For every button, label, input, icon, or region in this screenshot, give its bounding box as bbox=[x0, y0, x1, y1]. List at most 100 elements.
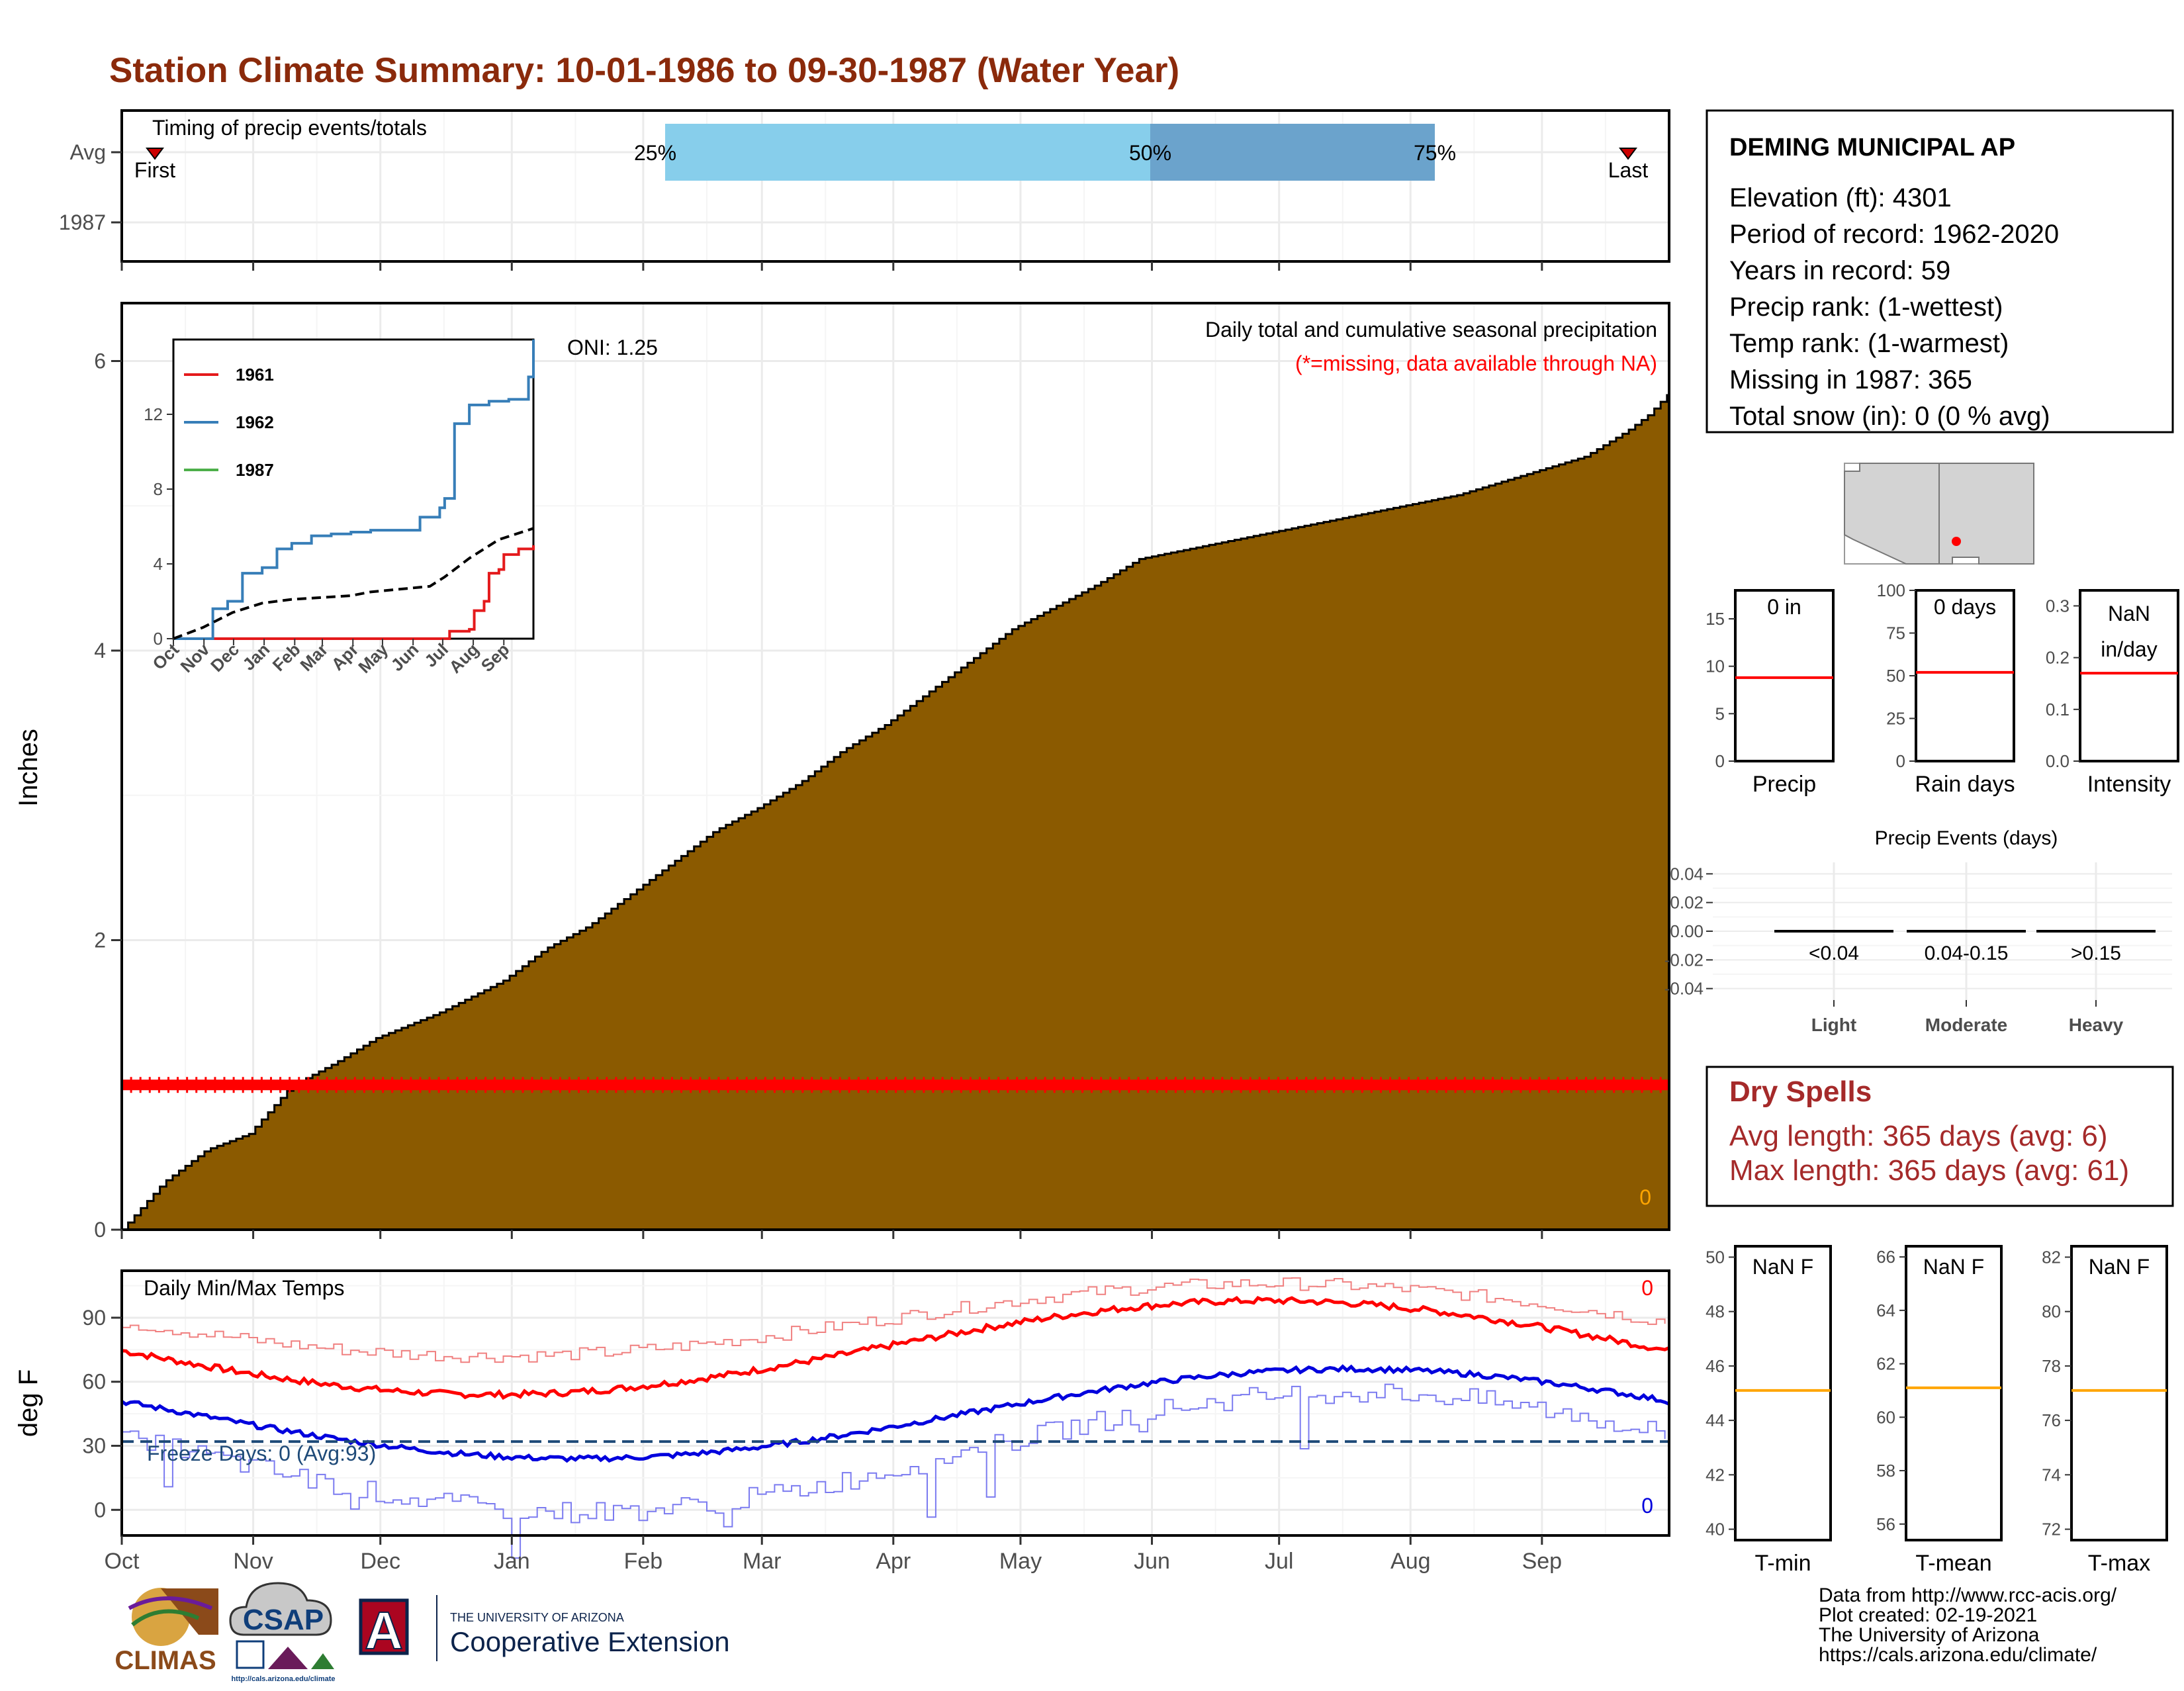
month-label: Jan bbox=[494, 1549, 530, 1574]
stat-panel-intensity: 0.0 0.1 0.2 0.3 NaN in/day Intensity bbox=[2046, 589, 2179, 797]
timing-x-ticks bbox=[120, 261, 1543, 271]
temp-panel-y-tick-label: 62 bbox=[1876, 1354, 1895, 1374]
stat-panel-y-tick-label: 50 bbox=[1886, 666, 1905, 686]
inset-series-1962 bbox=[173, 340, 535, 640]
first-marker-icon bbox=[146, 148, 164, 160]
stat-panel-rain-days: 0 25 50 75 100 0 days Rain days bbox=[1877, 580, 2015, 797]
quantile-label-25: 25% bbox=[634, 141, 676, 165]
stat-panel-y-tick-label: 5 bbox=[1715, 704, 1725, 723]
inset-y-tick-label: 12 bbox=[144, 404, 163, 424]
precip-events-category-label: Light bbox=[1811, 1015, 1856, 1035]
last-marker-icon bbox=[1619, 148, 1637, 160]
precip-events-title: Precip Events (days) bbox=[1875, 827, 2058, 849]
precip-events-range-label: >0.15 bbox=[2071, 942, 2121, 964]
stat-panel-y-tick-label: 0 bbox=[1896, 751, 1905, 771]
cumulative-subtitle: (*=missing, data available through NA) bbox=[1295, 351, 1657, 375]
temp-panel-value: NaN F bbox=[1752, 1255, 1813, 1279]
map-newmexico-shape bbox=[1938, 463, 2034, 565]
ua-logo-small-text: THE UNIVERSITY OF ARIZONA bbox=[450, 1611, 624, 1624]
stat-panel-y-tick-label: 0.0 bbox=[2046, 751, 2070, 771]
temperature-y-tick-label: 60 bbox=[82, 1370, 106, 1394]
cumulative-y-tick-label: 6 bbox=[94, 349, 106, 373]
timing-title: Timing of precip events/totals bbox=[152, 116, 427, 140]
temp-panel-y-tick-label: 42 bbox=[1706, 1465, 1725, 1485]
precip-events-panel: Precip Events (days) <0.04 0.04-0.15 >0.15… bbox=[1664, 827, 2172, 1035]
temp-panel-y-tick-label: 60 bbox=[1876, 1407, 1895, 1427]
stat-panel-label: Precip bbox=[1752, 772, 1816, 797]
precip-events-y-tick-label: 0.02 bbox=[1670, 893, 1704, 913]
inset-series-1961 bbox=[173, 545, 535, 640]
stat-panel-y-tick-label: 0.3 bbox=[2046, 596, 2070, 616]
precip-events-category-label: Moderate bbox=[1925, 1015, 2007, 1035]
quantile-label-75: 75% bbox=[1414, 141, 1456, 165]
station-missing: Missing in 1987: 365 bbox=[1729, 365, 1972, 394]
min-temp-count: 0 bbox=[1641, 1494, 1653, 1518]
cumulative-precip-panel: Daily total and cumulative seasonal prec… bbox=[14, 302, 1670, 1242]
precip-events-y-tick-label: -0.04 bbox=[1664, 979, 1704, 999]
temperature-y-tick-label: 90 bbox=[82, 1306, 106, 1330]
dry-spells-avg: Avg length: 365 days (avg: 6) bbox=[1729, 1120, 2108, 1152]
month-label: Apr bbox=[876, 1549, 911, 1574]
stat-panel-value: 0 days bbox=[1934, 595, 1996, 619]
temperature-x-axis: Oct Nov Dec Jan Feb Mar Apr May Jun Jul Aug Sep bbox=[105, 1535, 1563, 1574]
temp-panel-y-tick-label: 58 bbox=[1876, 1461, 1895, 1481]
temp-panel-y-tick-label: 44 bbox=[1706, 1410, 1725, 1430]
precip-events-y-tick-label: -0.02 bbox=[1664, 950, 1704, 970]
timing-panel: 25% 50% 75% First Last Timing of precip … bbox=[59, 109, 1670, 271]
temp-panel-y-tick-label: 40 bbox=[1706, 1520, 1725, 1539]
temp-panel-t-max: 72 74 76 78 80 82 NaN F T-max bbox=[2042, 1245, 2168, 1576]
credit-university: The University of Arizona bbox=[1819, 1624, 2040, 1646]
station-name: DEMING MUNICIPAL AP bbox=[1729, 134, 2015, 161]
stat-panel-y-tick-label: 15 bbox=[1706, 609, 1725, 629]
stat-panel-y-tick-label: 75 bbox=[1886, 623, 1905, 643]
month-label: May bbox=[999, 1549, 1042, 1574]
cumulative-title: Daily total and cumulative seasonal prec… bbox=[1205, 318, 1657, 342]
stat-panel-precip: 0 5 10 15 0 in Precip bbox=[1706, 589, 1835, 797]
credit-data-source: Data from http://www.rcc-acis.org/ bbox=[1819, 1584, 2117, 1606]
missing-data-markers bbox=[120, 1077, 1662, 1093]
record-max-temp-line bbox=[122, 1277, 1666, 1363]
inset-legend-label: 1962 bbox=[236, 412, 274, 432]
csap-logo-text: CSAP bbox=[243, 1604, 324, 1636]
station-period: Period of record: 1962-2020 bbox=[1729, 220, 2059, 249]
temp-panel-value: NaN F bbox=[2089, 1255, 2150, 1279]
max-temp-count: 0 bbox=[1641, 1276, 1653, 1300]
stat-panel-label: Rain days bbox=[1915, 772, 2015, 797]
inset-y-tick-label: 0 bbox=[154, 629, 163, 649]
credit-website: https://cals.arizona.edu/climate/ bbox=[1819, 1644, 2097, 1666]
stat-panel-y-tick-label: 25 bbox=[1886, 709, 1905, 729]
footer-credits: Data from http://www.rcc-acis.org/ Plot … bbox=[1819, 1584, 2117, 1666]
dry-spells-title: Dry Spells bbox=[1729, 1075, 1872, 1108]
stat-panel-value: NaN bbox=[2108, 602, 2150, 625]
inset-legend: 1961 1962 1987 bbox=[184, 365, 274, 480]
stat-panel-y-tick-label: 0.2 bbox=[2046, 648, 2070, 668]
temp-panel-value: NaN F bbox=[1923, 1255, 1984, 1279]
last-marker-label: Last bbox=[1608, 158, 1649, 182]
cumulative-y-label: Inches bbox=[14, 729, 43, 807]
month-label: Nov bbox=[233, 1549, 273, 1574]
temp-panel-y-tick-label: 82 bbox=[2042, 1247, 2061, 1267]
station-temp-rank: Temp rank: (1-warmest) bbox=[1729, 329, 2009, 358]
university-of-arizona-logo: A THE UNIVERSITY OF ARIZONA Cooperative … bbox=[359, 1595, 730, 1661]
inset-legend-label: 1961 bbox=[236, 365, 274, 385]
month-label: Oct bbox=[105, 1549, 140, 1574]
location-map bbox=[1844, 463, 2034, 565]
csap-logo: CSAP http://cals.arizona.edu/climate bbox=[229, 1582, 336, 1683]
month-label: Mar bbox=[743, 1549, 782, 1574]
month-label: Sep bbox=[1522, 1549, 1563, 1574]
month-label: Aug bbox=[1390, 1549, 1431, 1574]
precip-events-range-label: <0.04 bbox=[1809, 942, 1859, 964]
temp-panel-y-tick-label: 80 bbox=[2042, 1302, 2061, 1322]
stat-panel-value-unit: in/day bbox=[2101, 637, 2157, 661]
climas-logo-text: CLIMAS bbox=[114, 1646, 216, 1675]
cumulative-precip-area bbox=[122, 394, 1670, 1231]
stat-panel-value: 0 in bbox=[1767, 595, 1801, 619]
temp-panel-y-tick-label: 50 bbox=[1706, 1247, 1725, 1267]
temp-panel-label: T-mean bbox=[1915, 1551, 1991, 1576]
dry-spells-box: Dry Spells Avg length: 365 days (avg: 6)… bbox=[1706, 1066, 2174, 1207]
credit-plot-date: Plot created: 02-19-2021 bbox=[1819, 1604, 2037, 1626]
temp-panel-label: T-max bbox=[2088, 1551, 2150, 1576]
precip-events-y-tick-label: 0.04 bbox=[1670, 864, 1704, 884]
